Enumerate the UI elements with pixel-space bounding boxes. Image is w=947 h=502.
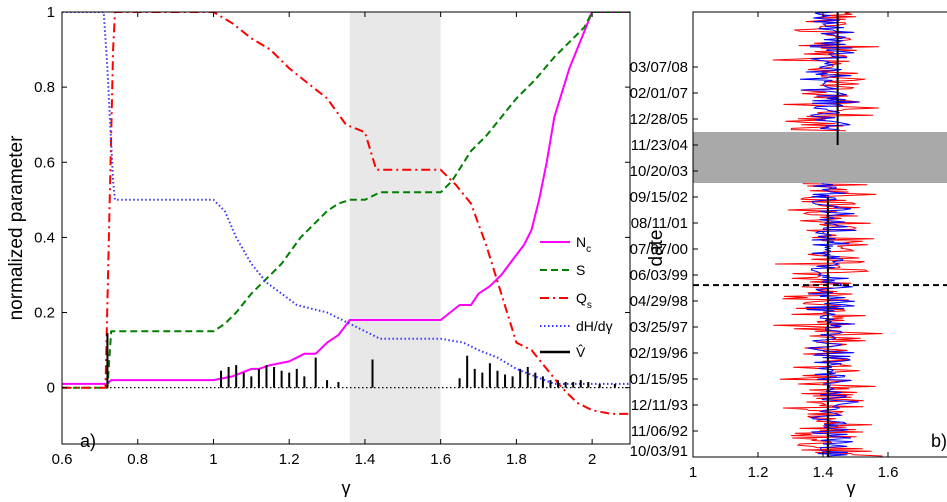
y-tick-label: 0.4 (34, 229, 55, 246)
panel-a-plot-area (62, 12, 630, 415)
legend-label-Qs: Qs (576, 290, 592, 311)
date-tick-label: 02/01/07 (630, 85, 688, 102)
y-tick-label: 0 (47, 380, 55, 397)
date-tick-label: 03/07/08 (630, 59, 688, 76)
date-tick-label: 11/23/04 (631, 137, 688, 154)
date-tick-label: 03/25/97 (630, 319, 688, 336)
date-tick-label: 01/15/95 (630, 371, 688, 388)
date-tick-label: 06/03/99 (630, 267, 688, 284)
panel-b-label: b) (931, 431, 947, 451)
panel-a: 0.6 0.8 1 1.2 1.4 1.6 1.8 2 0 0.2 0.4 0.6 0.8 1 Nc S Qs… (6, 4, 631, 498)
x-tick-label: 1 (209, 451, 217, 468)
panel-b-xlabel: γ (847, 478, 856, 497)
x-tick-label: 1.6 (430, 451, 451, 468)
date-tick-label: 10/03/91 (630, 443, 688, 460)
legend-label-dHdg: dH/dγ (576, 318, 613, 334)
legend-label-subscript: c (586, 244, 591, 255)
series-line-Nc (62, 12, 630, 385)
series-line-Qs (62, 12, 630, 415)
legend-label-subscript: s (587, 300, 592, 311)
y-tick-label: 1 (47, 4, 55, 21)
x-tick-label: 1.4 (355, 451, 376, 468)
x-tick-label: 0.8 (127, 451, 148, 468)
panel-b-ylabel: date (646, 230, 667, 267)
date-tick-label: 09/15/02 (630, 189, 688, 206)
panel-a-xlabel: γ (342, 478, 351, 497)
x-tick-label: 1.2 (279, 451, 300, 468)
date-tick-label: 02/19/96 (630, 345, 688, 362)
x-tick-label: 1.4 (813, 464, 834, 481)
panel-a-label: a) (80, 431, 96, 451)
y-tick-label: 0.2 (34, 305, 55, 322)
panel-a-ylabel: normalized parameter (6, 135, 27, 320)
panel-a-axes-frame (61, 11, 631, 445)
panel-a-legend: Nc S Qs dH/dγ V̂ (540, 234, 613, 360)
date-tick-label: 04/29/98 (630, 293, 688, 310)
x-tick-label: 0.6 (52, 451, 73, 468)
gap-region (693, 132, 947, 183)
x-tick-label: 2 (588, 451, 596, 468)
blue-trace (799, 12, 860, 457)
date-tick-label: 11/06/92 (631, 423, 688, 440)
legend-label-S: S (576, 262, 585, 278)
date-tick-label: 10/20/03 (630, 163, 688, 180)
x-tick-label: 1 (689, 464, 697, 481)
date-tick-label: 12/11/93 (631, 397, 688, 414)
panel-b: 10/03/91 11/06/92 12/11/93 01/15/95 02/19/96… (630, 11, 947, 498)
date-tick-label: 12/28/05 (630, 111, 688, 128)
shaded-region (349, 12, 441, 444)
date-tick-label: 08/11/01 (631, 215, 688, 232)
legend-label-Nc: Nc (576, 234, 591, 255)
y-tick-label: 0.8 (34, 79, 55, 96)
x-tick-label: 1.6 (878, 464, 899, 481)
panel-a-ticks: 0.6 0.8 1 1.2 1.4 1.6 1.8 2 0 0.2 0.4 0.6 0.8 1 (34, 4, 630, 468)
panel-b-plot-area (693, 12, 947, 457)
x-tick-label: 1.8 (506, 451, 527, 468)
panel-b-ticks: 10/03/91 11/06/92 12/11/93 01/15/95 02/19/96… (630, 12, 899, 481)
y-tick-label: 0.6 (34, 154, 55, 171)
legend-label-V: V̂ (576, 344, 586, 360)
x-tick-label: 1.2 (748, 464, 769, 481)
series-line-dHdg (62, 12, 630, 385)
date-tick-label: 07/07/00 (630, 241, 688, 258)
series-line-S (62, 12, 630, 389)
